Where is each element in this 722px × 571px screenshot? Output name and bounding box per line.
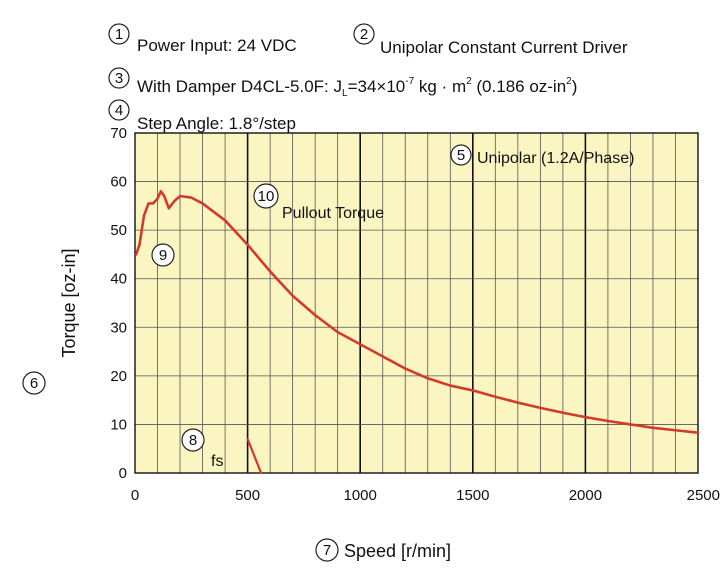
note-3-number: 3 (115, 70, 123, 87)
y-tick-label: 70 (110, 125, 127, 142)
y-tick-label: 60 (110, 174, 127, 191)
mode-label: Unipolar (1.2A/Phase) (477, 150, 634, 167)
grid (134, 132, 699, 474)
note-4-number: 4 (115, 102, 123, 119)
start-annotation: 9 (151, 243, 175, 267)
fs-marker (181, 428, 205, 452)
note-1-number: 1 (115, 26, 123, 43)
note-2: 2 Unipolar Constant Current Driver (353, 23, 628, 57)
mode-annotation: 5 Unipolar (1.2A/Phase) (450, 144, 634, 167)
series-line-pullout-torque (134, 189, 700, 434)
inertia-subscript: L (342, 88, 348, 99)
x-tick-label: 1500 (456, 487, 489, 504)
y-axis-marker (22, 371, 46, 395)
inertia-imperial-exponent: 2 (566, 76, 572, 87)
x-axis-marker (315, 538, 339, 562)
note-1: 1 Power Input: 24 VDC (108, 23, 297, 55)
note-3: 3 With Damper D4CL-5.0F: JL=34×10-7 kg ·… (108, 67, 577, 99)
y-tick-label: 0 (119, 465, 127, 482)
note-3-marker (108, 67, 130, 89)
note-4-marker (108, 99, 130, 121)
fs-number: 8 (189, 432, 197, 449)
x-axis-label: 7 Speed [r/min] (315, 538, 451, 562)
inertia-close: ) (572, 77, 578, 96)
start-number: 9 (159, 247, 167, 264)
inertia-unit: kg · m (414, 77, 466, 96)
y-tick-label: 20 (110, 368, 127, 385)
x-tick-label: 2500 (687, 487, 720, 504)
series-layer (134, 189, 700, 475)
mode-marker (450, 144, 472, 166)
x-tick-label: 1000 (344, 487, 377, 504)
note-1-marker (108, 23, 130, 45)
inertia-value: =34×10 (348, 77, 406, 96)
inertia-imperial: (0.186 oz-in (472, 77, 567, 96)
note-2-text: Unipolar Constant Current Driver (380, 38, 628, 57)
note-4-text: Step Angle: 1.8°/step (137, 114, 296, 133)
pullout-annotation: 10 Pullout Torque (253, 183, 384, 222)
pullout-label: Pullout Torque (282, 205, 384, 222)
inertia-unit-exponent: 2 (466, 76, 472, 87)
pullout-number: 10 (258, 188, 275, 205)
plot-frame (134, 132, 699, 474)
y-tick-label: 30 (110, 319, 127, 336)
header-notes: 1 Power Input: 24 VDC 2 Unipolar Constan… (108, 23, 628, 133)
note-1-text: Power Input: 24 VDC (137, 36, 297, 55)
start-marker (151, 243, 175, 267)
note-4: 4 Step Angle: 1.8°/step (108, 99, 296, 133)
x-tick-label: 0 (131, 487, 139, 504)
fs-label: fs (211, 453, 223, 470)
fs-annotation: 8 fs (181, 428, 223, 470)
y-axis-title: Torque [oz-in] (59, 248, 79, 357)
y-tick-label: 40 (110, 271, 127, 288)
note-2-number: 2 (360, 26, 368, 43)
x-tick-label: 2000 (569, 487, 602, 504)
x-axis-number: 7 (323, 542, 331, 559)
y-tick-label: 50 (110, 222, 127, 239)
inertia-exponent: -7 (405, 76, 414, 87)
y-tick-label: 10 (110, 416, 127, 433)
series-line-fs (246, 437, 263, 475)
note-2-marker (353, 23, 375, 45)
plot-area (135, 133, 698, 473)
pullout-marker (253, 183, 279, 209)
x-tick-labels: 0 500 1000 1500 2000 2500 (131, 487, 720, 504)
y-axis-number: 6 (30, 375, 38, 392)
note-3-text: With Damper D4CL-5.0F: JL=34×10-7 kg · m… (137, 76, 577, 99)
note-3-label: With Damper D4CL-5.0F: J (137, 77, 342, 96)
y-tick-labels: 0 10 20 30 40 50 60 70 (110, 125, 127, 482)
mode-number: 5 (457, 147, 465, 164)
y-axis-label: 6 Torque [oz-in] (22, 248, 79, 395)
x-axis-title: Speed [r/min] (344, 541, 451, 561)
x-tick-label: 500 (235, 487, 260, 504)
